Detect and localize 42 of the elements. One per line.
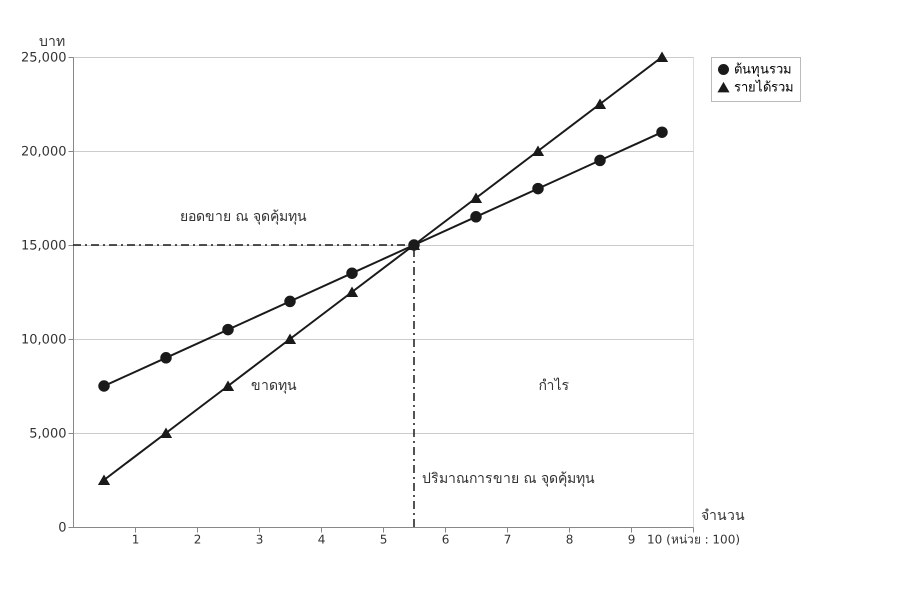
point	[594, 154, 606, 166]
x-tick-label: 9	[628, 532, 636, 546]
point	[98, 474, 110, 486]
point	[594, 98, 606, 110]
x-tick-label: 1	[132, 532, 140, 546]
point	[284, 296, 296, 308]
legend-label: ต้นทุนรวม	[734, 62, 792, 78]
y-tick-label: 5,000	[29, 426, 66, 442]
legend-label: รายได้รวม	[734, 80, 794, 96]
point	[656, 126, 668, 138]
point	[346, 267, 358, 279]
point	[470, 211, 482, 223]
point	[222, 324, 234, 336]
y-tick-label: 20,000	[21, 144, 66, 160]
y-tick-label: 0	[58, 520, 66, 536]
x-tick-label: 4	[318, 532, 326, 546]
point	[470, 192, 482, 204]
point	[284, 334, 296, 344]
point	[222, 380, 234, 392]
point	[532, 146, 544, 156]
point	[532, 182, 544, 194]
ref-line-label: ยอดขาย ณ จุดคุ้มทุน	[180, 209, 307, 225]
point	[346, 286, 358, 298]
point	[98, 380, 110, 392]
x-tick-label: 6	[442, 532, 450, 546]
y-tick-label: 25,000	[21, 50, 66, 66]
x-tick-label: 7	[504, 532, 512, 546]
point	[656, 52, 668, 62]
y-axis-title: บาท	[39, 34, 65, 50]
x-tick-label: 5	[380, 532, 388, 546]
x-tick-label: 8	[566, 532, 574, 546]
x-tick-label: 3	[256, 532, 264, 546]
x-axis-title: จำนวน	[701, 508, 745, 524]
y-tick-label: 10,000	[21, 332, 66, 348]
x-tick-label: 10 (หน่วย : 100)	[646, 532, 740, 546]
point	[160, 428, 172, 438]
y-tick-label: 15,000	[21, 238, 66, 254]
annotation: กำไร	[538, 377, 570, 394]
ref-line-label: ปริมาณการขาย ณ จุดคุ้มทุน	[422, 471, 595, 488]
x-tick-label: 2	[194, 532, 202, 546]
point	[160, 352, 172, 364]
annotation: ขาดทุน	[251, 378, 297, 394]
